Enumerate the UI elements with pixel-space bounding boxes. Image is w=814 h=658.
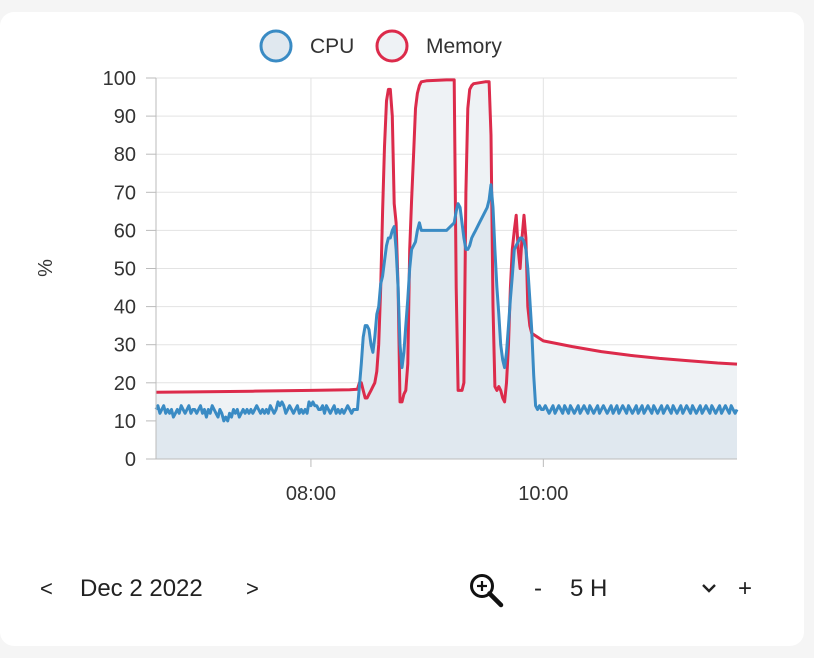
legend[interactable]: CPU Memory bbox=[259, 29, 502, 63]
y-tick-label: 60 bbox=[114, 220, 136, 242]
x-tick-label: 10:00 bbox=[518, 483, 568, 505]
legend-label-memory: Memory bbox=[426, 35, 502, 58]
chevron-down-icon[interactable] bbox=[700, 574, 718, 614]
series-areas bbox=[156, 79, 737, 460]
next-date-button[interactable]: > bbox=[246, 576, 259, 601]
y-tick-label: 0 bbox=[125, 449, 136, 471]
chart-controls: < Dec 2 2022 > - 5 H + bbox=[0, 572, 804, 612]
series-lines bbox=[154, 78, 739, 423]
y-tick-label: 40 bbox=[114, 297, 136, 319]
zoom-out-button[interactable]: - bbox=[534, 575, 542, 602]
y-tick-label: 30 bbox=[114, 335, 136, 357]
line-cpu bbox=[154, 183, 739, 423]
zoom-in-icon[interactable] bbox=[468, 572, 506, 615]
legend-label-cpu: CPU bbox=[310, 35, 354, 58]
zoom-in-button[interactable]: + bbox=[738, 575, 753, 602]
y-tick-label: 100 bbox=[103, 68, 136, 90]
y-tick-label: 90 bbox=[114, 106, 136, 128]
area-cpu bbox=[156, 184, 737, 459]
y-tick-labels: 0 10 20 30 40 50 60 70 80 90 100 bbox=[103, 68, 156, 471]
legend-swatch-memory bbox=[375, 29, 409, 63]
y-tick-label: 20 bbox=[114, 373, 136, 395]
y-axis-label: % bbox=[35, 259, 57, 277]
prev-date-button[interactable]: < bbox=[40, 576, 53, 601]
usage-chart: 0 10 20 30 40 50 60 70 80 90 100 08:00 10:00 % CPU M… bbox=[35, 29, 739, 505]
y-tick-label: 10 bbox=[114, 411, 136, 433]
legend-swatch-cpu bbox=[259, 29, 293, 63]
y-tick-label: 50 bbox=[114, 259, 136, 281]
time-range-select[interactable]: 5 H bbox=[570, 575, 608, 602]
y-tick-label: 80 bbox=[114, 144, 136, 166]
chart-card: 0 10 20 30 40 50 60 70 80 90 100 08:00 10:00 % CPU M… bbox=[0, 12, 804, 646]
line-memory bbox=[155, 78, 738, 404]
date-label: Dec 2 2022 bbox=[80, 575, 203, 602]
y-tick-label: 70 bbox=[114, 182, 136, 204]
x-tick-label: 08:00 bbox=[286, 483, 336, 505]
x-tick-labels: 08:00 10:00 bbox=[286, 459, 568, 505]
